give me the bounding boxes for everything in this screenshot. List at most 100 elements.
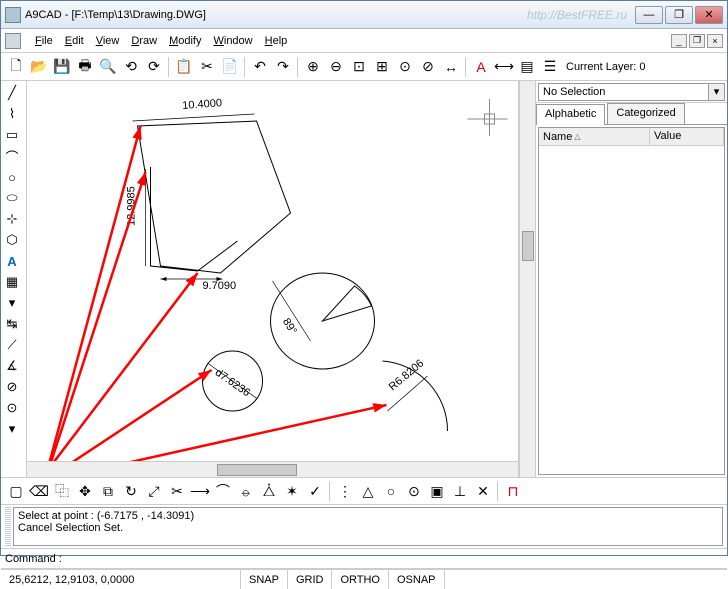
drawing-canvas[interactable]: 10.4000 12.9985 9.7090 d7.6236 89° (27, 81, 518, 461)
col-name[interactable]: Name △ (539, 128, 650, 145)
print-button[interactable]: 🖶 (74, 56, 96, 78)
zoom-prev-button[interactable]: ⊙ (394, 56, 416, 78)
hscroll-thumb[interactable] (217, 464, 297, 476)
snap-clear-tool[interactable]: ✕ (472, 480, 494, 502)
minimize-button[interactable]: — (635, 6, 663, 24)
snap-node-tool[interactable]: ⊙ (403, 480, 425, 502)
select-tool[interactable]: ▢ (5, 480, 27, 502)
copy-button[interactable]: 📋 (173, 56, 195, 78)
zoom-extents-button[interactable]: ⊞ (371, 56, 393, 78)
snap-cen-tool[interactable]: ○ (380, 480, 402, 502)
point-tool[interactable]: ⊹ (1, 209, 23, 229)
scroll-down[interactable]: ▾ (1, 293, 23, 313)
polyline-tool[interactable]: ⌇ (1, 104, 23, 124)
current-layer-label: Current Layer: 0 (566, 61, 645, 73)
maximize-button[interactable]: ❐ (665, 6, 693, 24)
explode-tool[interactable]: ✶ (281, 480, 303, 502)
text-style-button[interactable]: A (470, 56, 492, 78)
command-grip[interactable] (5, 507, 11, 546)
open-button[interactable]: 📂 (28, 56, 50, 78)
app-icon (5, 7, 21, 23)
vert-scrollbar[interactable] (519, 81, 535, 477)
separator (168, 57, 170, 77)
snap-perp-tool[interactable]: ⊥ (449, 480, 471, 502)
dim-label-3: 9.7090 (203, 280, 237, 292)
vscroll-thumb[interactable] (522, 231, 534, 261)
magnet-tool[interactable]: ⊓ (502, 480, 524, 502)
arc-tool[interactable]: ⌒ (1, 146, 23, 166)
selection-field[interactable] (538, 83, 709, 101)
ellipse-tool[interactable]: ⬭ (1, 188, 23, 208)
snap-toggle[interactable]: SNAP (241, 570, 288, 589)
menu-help[interactable]: Help (259, 33, 294, 49)
copy-tool[interactable]: ⿻ (51, 480, 73, 502)
tab-categorized[interactable]: Categorized (607, 103, 684, 124)
extend-tool[interactable]: ⟶ (189, 480, 211, 502)
new-button[interactable]: 🗋 (5, 56, 27, 78)
trim-tool[interactable]: ✂ (166, 480, 188, 502)
redo-button[interactable]: ↷ (272, 56, 294, 78)
menu-file[interactable]: File (29, 33, 59, 49)
titlebar: A9CAD - [F:\Temp\13\Drawing.DWG] http://… (1, 1, 727, 29)
zoom-window-button[interactable]: ⊡ (348, 56, 370, 78)
dim-angle-tool[interactable]: ∡ (1, 356, 23, 376)
coords-display: 25,6212, 12,9103, 0,0000 (1, 570, 241, 589)
dim-linear-tool[interactable]: ↹ (1, 314, 23, 334)
mirror-tool[interactable]: ⧊ (258, 480, 280, 502)
redo-curve-button[interactable]: ⟳ (143, 56, 165, 78)
zoom-realtime-button[interactable]: ⊘ (417, 56, 439, 78)
separator (497, 481, 499, 501)
join-tool[interactable]: ✓ (304, 480, 326, 502)
menu-view[interactable]: View (90, 33, 126, 49)
preview-button[interactable]: 🔍 (97, 56, 119, 78)
snap-ins-tool[interactable]: ▣ (426, 480, 448, 502)
dim-diameter-tool[interactable]: ⊘ (1, 377, 23, 397)
paste-button[interactable]: 📄 (219, 56, 241, 78)
zoom-in-button[interactable]: ⊕ (302, 56, 324, 78)
line-tool[interactable]: ╱ (1, 83, 23, 103)
polygon-tool[interactable]: ⬡ (1, 230, 23, 250)
menu-modify[interactable]: Modify (163, 33, 207, 49)
fillet-tool[interactable]: ⌒ (212, 480, 234, 502)
break-tool[interactable]: ⦵ (235, 480, 257, 502)
save-button[interactable]: 💾 (51, 56, 73, 78)
command-history: Select at point : (-6.7175 , -14.3091) C… (13, 507, 723, 546)
tab-alphabetic[interactable]: Alphabetic (536, 104, 605, 125)
undo-curve-button[interactable]: ⟲ (120, 56, 142, 78)
snap-end-tool[interactable]: ⋮ (334, 480, 356, 502)
mdi-restore-button[interactable]: ❐ (689, 34, 705, 48)
close-button[interactable]: ✕ (695, 6, 723, 24)
menu-edit[interactable]: Edit (59, 33, 90, 49)
menu-window[interactable]: Window (207, 33, 258, 49)
scale-tool[interactable]: ⤢ (143, 480, 165, 502)
scroll-down2[interactable]: ▾ (1, 419, 23, 439)
snap-mid-tool[interactable]: △ (357, 480, 379, 502)
text-tool[interactable]: A (1, 251, 23, 271)
hatch-tool[interactable]: ▦ (1, 272, 23, 292)
circle-tool[interactable]: ○ (1, 167, 23, 187)
zoom-out-button[interactable]: ⊖ (325, 56, 347, 78)
mdi-minimize-button[interactable]: _ (671, 34, 687, 48)
menu-draw[interactable]: Draw (125, 33, 163, 49)
horiz-scrollbar[interactable] (27, 461, 518, 477)
offset-tool[interactable]: ⧉ (97, 480, 119, 502)
ortho-toggle[interactable]: ORTHO (332, 570, 389, 589)
selection-dropdown[interactable]: ▾ (709, 83, 725, 101)
osnap-toggle[interactable]: OSNAP (389, 570, 445, 589)
pan-button[interactable]: ↔ (440, 56, 462, 78)
mdi-close-button[interactable]: × (707, 34, 723, 48)
undo-button[interactable]: ↶ (249, 56, 271, 78)
move-tool[interactable]: ✥ (74, 480, 96, 502)
rectangle-tool[interactable]: ▭ (1, 125, 23, 145)
grid-toggle[interactable]: GRID (288, 570, 333, 589)
layers-button[interactable]: ☰ (539, 56, 561, 78)
command-line[interactable]: Command : (1, 549, 727, 569)
col-value[interactable]: Value (650, 128, 724, 145)
cut-button[interactable]: ✂ (196, 56, 218, 78)
dim-radius-tool[interactable]: ⊙ (1, 398, 23, 418)
rotate-tool[interactable]: ↻ (120, 480, 142, 502)
dim-style-button[interactable]: ⟷ (493, 56, 515, 78)
dim-aligned-tool[interactable]: ⟋ (1, 335, 23, 355)
erase-tool[interactable]: ⌫ (28, 480, 50, 502)
layer-button[interactable]: ▤ (516, 56, 538, 78)
